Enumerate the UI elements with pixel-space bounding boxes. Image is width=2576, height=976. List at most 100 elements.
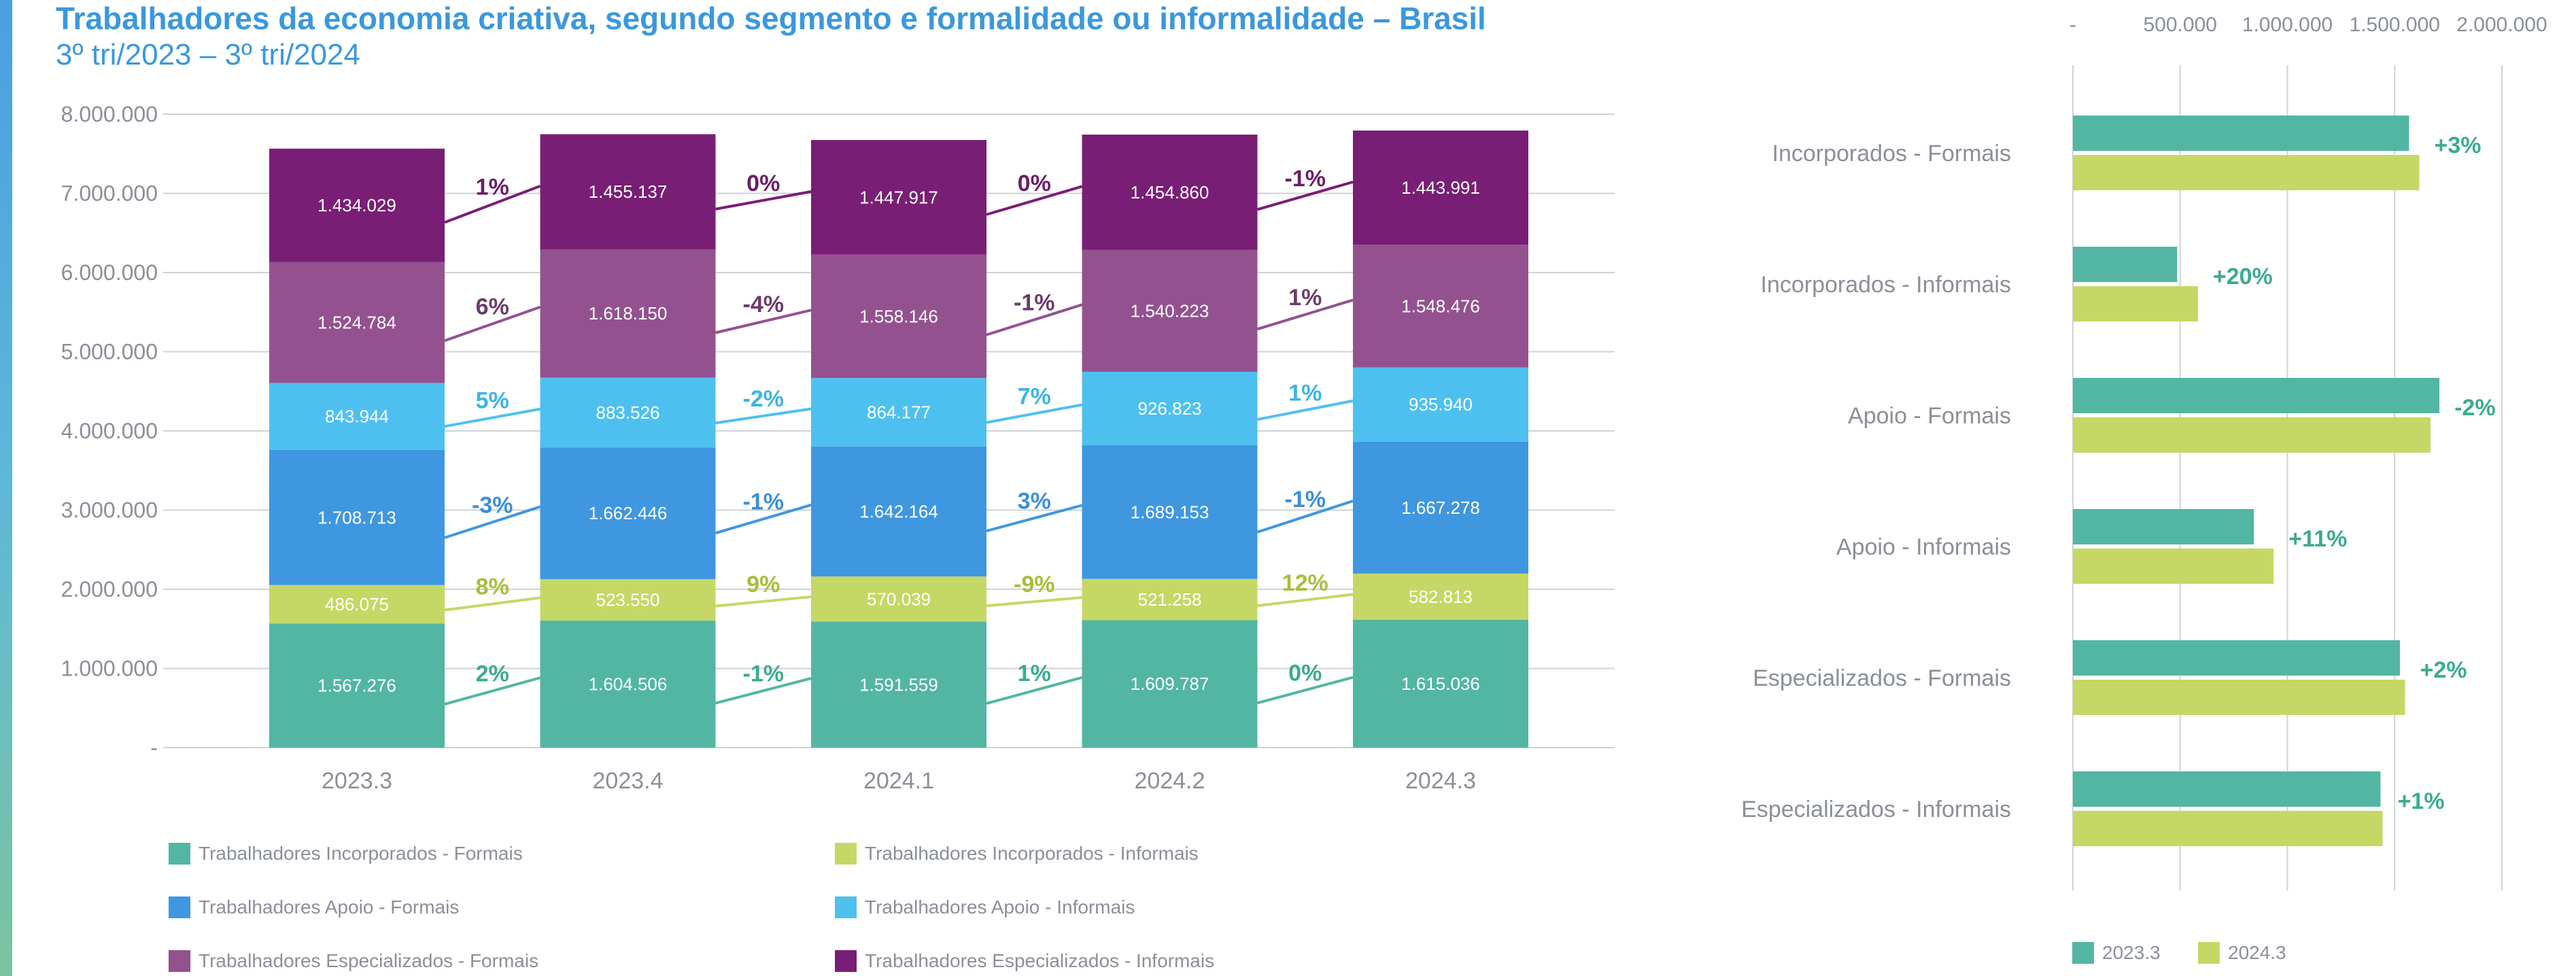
segment-value-label: 1.615.036 xyxy=(1401,674,1480,694)
segment-value-label: 570.039 xyxy=(867,589,931,609)
bar-segment xyxy=(811,446,986,577)
change-label: -9% xyxy=(1014,572,1054,597)
bar-segment xyxy=(811,576,986,622)
change-connector xyxy=(715,190,812,211)
hbar xyxy=(2073,548,2274,584)
bar-segment xyxy=(811,621,986,748)
change-connector xyxy=(1256,298,1354,331)
legend-swatch xyxy=(169,950,190,972)
segment-value-label: 1.524.784 xyxy=(317,313,396,333)
change-connector xyxy=(986,596,1082,608)
segment-value-label: 1.591.559 xyxy=(859,674,938,695)
change-label: 1% xyxy=(476,175,509,201)
change-label: 9% xyxy=(746,572,780,597)
change-label: +3% xyxy=(2435,133,2481,158)
segment-value-label: 935.940 xyxy=(1409,394,1473,415)
change-connector xyxy=(715,309,812,334)
change-connector xyxy=(986,504,1083,533)
bar-segment xyxy=(1082,445,1258,579)
bar-segment xyxy=(540,621,716,748)
change-connector xyxy=(986,185,1083,216)
legend-label: Trabalhadores Incorporados - Informais xyxy=(865,843,1199,864)
bar-segment xyxy=(1353,245,1528,368)
segment-value-label: 926.823 xyxy=(1138,398,1202,419)
change-connector xyxy=(715,504,812,535)
segment-value-label: 521.258 xyxy=(1138,589,1202,610)
change-label: 12% xyxy=(1282,570,1328,596)
hbar xyxy=(2073,378,2440,413)
change-label: 5% xyxy=(476,388,509,414)
bar-segment xyxy=(1082,249,1258,372)
y-tick-label: 3.000.000 xyxy=(61,498,158,523)
change-label: +1% xyxy=(2398,788,2445,814)
legend-swatch xyxy=(835,950,857,972)
change-connector xyxy=(1257,593,1354,608)
segment-value-label: 1.447.917 xyxy=(859,187,938,207)
change-connector xyxy=(444,184,541,224)
change-connector xyxy=(1256,676,1354,705)
legend-label: Trabalhadores Incorporados - Formais xyxy=(199,843,523,864)
y-tick-label: 6.000.000 xyxy=(61,260,158,285)
change-connector xyxy=(444,407,540,428)
legend-swatch xyxy=(835,896,857,918)
change-label: -1% xyxy=(743,661,784,686)
category-label: Incorporados - Formais xyxy=(1772,141,2011,167)
change-label: 2% xyxy=(476,661,509,687)
change-label: 0% xyxy=(1288,660,1322,686)
bar-segment xyxy=(811,139,986,255)
bar-segment xyxy=(1082,371,1258,445)
legend-item: 2024.3 xyxy=(2198,939,2286,966)
bar-segment xyxy=(540,579,716,621)
bar-segment xyxy=(1353,441,1528,574)
bar-segment xyxy=(811,378,986,447)
change-label: -1% xyxy=(1285,166,1326,192)
hbar xyxy=(2073,247,2178,282)
x-category-label: 2023.3 xyxy=(322,768,392,794)
change-label: -1% xyxy=(743,489,784,515)
segment-value-label: 1.567.276 xyxy=(317,676,396,696)
bar-segment xyxy=(1353,367,1528,442)
segment-value-label: 1.434.029 xyxy=(317,195,396,215)
segment-value-label: 1.708.713 xyxy=(317,507,396,527)
change-label: 3% xyxy=(1018,488,1051,514)
segment-value-label: 1.558.146 xyxy=(859,306,938,326)
change-connector xyxy=(1256,500,1354,534)
segment-value-label: 523.550 xyxy=(596,590,660,610)
bar-segment xyxy=(1353,573,1528,620)
x-tick-label: - xyxy=(2070,14,2076,36)
hbar xyxy=(2073,680,2405,715)
segment-value-label: 1.454.860 xyxy=(1131,182,1209,203)
bar-segment xyxy=(269,148,445,262)
change-label: -1% xyxy=(1014,290,1054,315)
x-category-label: 2024.3 xyxy=(1405,768,1476,794)
change-connector xyxy=(715,595,812,608)
change-connector xyxy=(715,407,812,425)
segment-value-label: 1.667.278 xyxy=(1401,498,1480,518)
change-connector xyxy=(444,596,540,612)
x-tick-label: 1.000.000 xyxy=(2242,14,2333,36)
change-label: +2% xyxy=(2420,657,2467,683)
segment-value-label: 1.443.991 xyxy=(1401,177,1480,198)
bar-segment xyxy=(1082,578,1258,621)
legend-item: Trabalhadores Especializados - Formais xyxy=(169,947,538,975)
change-label: +20% xyxy=(2213,264,2273,290)
change-label: 1% xyxy=(1018,661,1051,686)
segment-value-label: 864.177 xyxy=(867,402,931,423)
category-label: Especializados - Formais xyxy=(1753,665,2011,691)
legend-swatch xyxy=(835,843,857,865)
hbar xyxy=(2073,811,2383,846)
legend-item: Trabalhadores Apoio - Informais xyxy=(835,894,1135,921)
change-connector xyxy=(715,677,812,705)
bar-segment xyxy=(540,377,716,448)
chart-title: Trabalhadores da economia criativa, segu… xyxy=(56,1,1486,36)
y-tick-label: - xyxy=(150,735,158,760)
bar-segment xyxy=(540,134,716,249)
y-tick-label: 1.000.000 xyxy=(61,657,158,681)
legend-label: Trabalhadores Apoio - Formais xyxy=(199,896,460,918)
segment-value-label: 1.642.164 xyxy=(859,502,938,522)
legend-item: Trabalhadores Apoio - Formais xyxy=(169,894,459,921)
bar-segment xyxy=(540,249,716,378)
change-connector xyxy=(444,676,541,706)
segment-value-label: 883.526 xyxy=(596,402,660,423)
legend-swatch xyxy=(2072,942,2094,964)
